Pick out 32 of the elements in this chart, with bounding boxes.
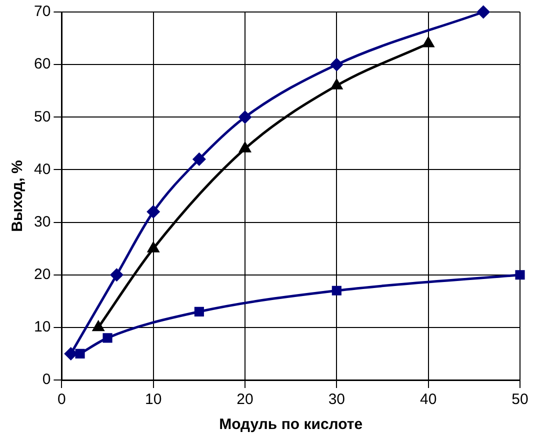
y-tick-label: 50: [34, 108, 51, 126]
point: [92, 321, 104, 332]
y-tick-label: 60: [34, 56, 51, 73]
point: [422, 37, 434, 48]
x-tick-label: 0: [58, 391, 66, 408]
y-tick-label: 30: [34, 213, 51, 230]
point: [75, 348, 85, 358]
point: [147, 206, 160, 218]
y-tick-label: 40: [34, 160, 51, 178]
point: [239, 142, 251, 152]
x-axis-title: Модуль по кислоте: [219, 416, 363, 434]
x-tick-label: 50: [512, 391, 528, 408]
x-tick-label: 30: [328, 391, 346, 408]
point: [331, 79, 342, 90]
point: [192, 152, 206, 166]
point: [332, 286, 342, 296]
point: [238, 110, 252, 124]
point: [110, 268, 123, 282]
point: [515, 270, 525, 280]
y-axis-title: Выход, %: [9, 160, 26, 232]
x-tick-label: 20: [236, 391, 254, 408]
y-tick-label: 70: [34, 3, 51, 20]
point: [148, 242, 159, 252]
y-tick-label: 20: [34, 266, 51, 283]
x-tick-label: 40: [420, 391, 437, 408]
y-tick-label: 0: [42, 371, 51, 388]
x-tick-label: 10: [145, 391, 162, 408]
point: [194, 306, 204, 316]
point: [330, 58, 343, 71]
point: [477, 6, 490, 18]
point: [102, 333, 112, 343]
y-tick-label: 10: [34, 318, 51, 336]
